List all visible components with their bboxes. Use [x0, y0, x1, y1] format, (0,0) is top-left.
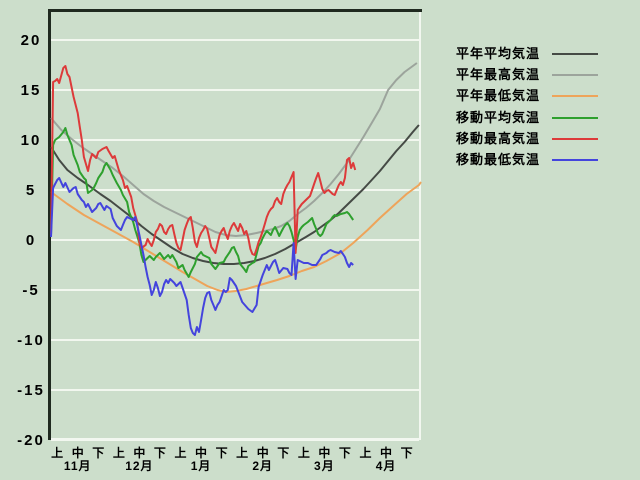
x-axis-period-label: 下 — [92, 446, 104, 460]
y-axis-label: -10 — [17, 332, 45, 349]
x-axis-period-label: 下 — [154, 446, 166, 460]
x-axis-period-label: 下 — [339, 446, 351, 460]
plot-border-bottom — [51, 438, 421, 440]
y-axis-label: 5 — [26, 182, 36, 199]
x-axis-period-label: 上 — [236, 445, 248, 460]
x-axis-period-label: 中 — [380, 445, 392, 460]
x-axis-month-label: 12月 — [125, 459, 153, 473]
x-axis-period-label: 上 — [174, 445, 186, 460]
x-axis-period-label: 中 — [257, 445, 269, 460]
series-line-moving-high — [50, 65, 357, 256]
x-axis-period-label: 上 — [298, 445, 310, 460]
y-axis-label: -15 — [17, 382, 45, 399]
plot-border-left — [48, 9, 51, 440]
series-line-normal-low — [50, 181, 422, 293]
x-axis-period-label: 中 — [133, 445, 145, 460]
x-axis-month-label: 1月 — [191, 459, 212, 473]
y-axis-label: -5 — [22, 282, 39, 299]
plot-border-top — [48, 9, 422, 12]
series-line-moving-low — [50, 177, 354, 336]
series-line-normal-average — [50, 124, 420, 265]
x-axis-period-label: 上 — [113, 445, 125, 460]
x-axis-month-label: 2月 — [252, 459, 273, 473]
x-axis-period-label: 下 — [216, 446, 228, 460]
x-axis-period-label: 下 — [401, 446, 413, 460]
x-axis-period-label: 中 — [72, 445, 84, 460]
series-line-moving-average — [50, 127, 355, 278]
y-axis-label: 10 — [21, 132, 42, 149]
x-axis-period-label: 下 — [277, 446, 289, 460]
y-axis-label: 20 — [21, 32, 42, 49]
x-axis-month-label: 4月 — [376, 459, 397, 473]
x-axis-period-label: 中 — [195, 445, 207, 460]
x-axis-month-label: 11月 — [64, 459, 92, 473]
y-axis-label: 15 — [21, 82, 42, 99]
x-axis-period-label: 上 — [51, 445, 63, 460]
x-axis-month-label: 3月 — [314, 459, 335, 473]
y-axis-label: -20 — [17, 432, 45, 449]
y-axis-label: 0 — [26, 232, 36, 249]
plot-border-right — [419, 12, 421, 440]
x-axis-period-label: 上 — [359, 445, 371, 460]
x-axis-period-label: 中 — [318, 445, 330, 460]
